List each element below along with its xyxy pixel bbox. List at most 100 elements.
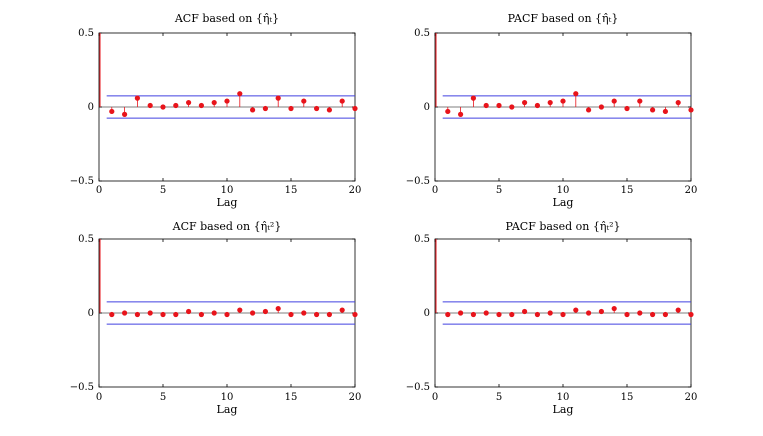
stem-point — [314, 311, 320, 318]
y-tick-label: 0.5 — [414, 234, 430, 245]
stem-point — [173, 102, 179, 109]
x-tick-label: 10 — [221, 185, 234, 196]
stem-point — [198, 102, 204, 109]
stem-point — [352, 105, 358, 112]
y-tick-label: −0.5 — [70, 176, 94, 187]
y-tick-label: 0.5 — [78, 28, 94, 39]
x-tick-label: 10 — [557, 392, 570, 403]
stem-point — [314, 105, 320, 112]
stem-marks — [98, 238, 358, 388]
x-tick-label: 15 — [621, 185, 634, 196]
x-tick-label: 5 — [160, 185, 166, 196]
stem-point — [675, 307, 681, 313]
stem-point — [611, 305, 617, 312]
stem-point — [237, 307, 243, 313]
stem-point — [547, 310, 553, 316]
stem-point — [262, 308, 268, 315]
stem-point — [339, 307, 345, 313]
x-tick-label: 15 — [285, 185, 298, 196]
stem-point — [250, 310, 256, 316]
stem-point — [250, 107, 256, 113]
stem-point — [109, 108, 115, 115]
stem-point — [483, 310, 489, 316]
stem-point — [662, 108, 669, 115]
chart-title: PACF based on {η̂ₜ} — [508, 12, 619, 25]
stem-point — [109, 311, 115, 318]
stem-point — [275, 95, 281, 101]
x-tick-label: 5 — [160, 392, 166, 403]
stem-point — [483, 102, 489, 109]
stem-point — [445, 108, 451, 115]
x-axis-label: Lag — [553, 403, 574, 416]
stem-point — [134, 311, 140, 318]
stem-point — [509, 311, 515, 318]
y-tick-label: 0 — [424, 308, 430, 319]
x-tick-label: 10 — [221, 392, 234, 403]
stem-point — [160, 311, 166, 318]
x-tick-label: 10 — [557, 185, 570, 196]
stem-point — [186, 99, 192, 106]
stem-point — [624, 105, 630, 112]
y-tick-label: 0 — [88, 102, 94, 113]
y-tick-label: 0 — [88, 308, 94, 319]
stem-marks — [434, 32, 694, 182]
stem-point — [301, 98, 307, 104]
x-tick-label: 0 — [96, 185, 102, 196]
stem-point — [288, 311, 294, 318]
stem-point — [598, 104, 605, 110]
stem-point — [496, 102, 502, 109]
y-tick-label: 0.5 — [414, 28, 430, 39]
stem-point — [211, 310, 217, 316]
x-tick-label: 0 — [96, 392, 102, 403]
stem-point — [598, 308, 605, 315]
stem-point — [560, 98, 566, 104]
x-tick-label: 20 — [349, 185, 362, 196]
x-tick-label: 15 — [285, 392, 298, 403]
x-axis-label: Lag — [217, 403, 238, 416]
stem-point — [675, 99, 681, 106]
stem-point — [173, 311, 179, 318]
stem-point — [650, 311, 656, 318]
stem-point — [470, 311, 476, 318]
x-tick-label: 0 — [432, 185, 438, 196]
chart-title: ACF based on {η̂ₜ²} — [172, 220, 282, 233]
stem-point — [611, 98, 617, 104]
stem-point — [186, 308, 192, 315]
panel-pacf-eta-squared: PACF based on {η̂ₜ²} 0.5 0 −0.5 0 5 10 1… — [406, 220, 698, 416]
chart-title: ACF based on {η̂ₜ} — [174, 12, 279, 25]
stem-point — [326, 107, 332, 113]
stem-point — [522, 99, 528, 106]
x-axis-label: Lag — [553, 196, 574, 209]
stem-point — [147, 310, 153, 316]
panel-acf-eta-squared: ACF based on {η̂ₜ²} 0.5 0 −0.5 0 5 10 15… — [70, 220, 362, 416]
stem-point — [301, 310, 307, 316]
stem-point — [637, 310, 643, 316]
stem-point — [326, 311, 332, 318]
y-tick-label: −0.5 — [70, 382, 94, 393]
stem-point — [458, 111, 464, 117]
x-tick-label: 5 — [496, 392, 502, 403]
stem-point — [688, 311, 694, 318]
stem-point — [573, 307, 579, 313]
x-tick-label: 20 — [349, 392, 362, 403]
stem-point — [237, 91, 243, 97]
stem-point — [211, 99, 217, 106]
panel-pacf-eta: PACF based on {η̂ₜ} 0.5 0 −0.5 0 5 10 15… — [406, 12, 698, 209]
stem-point — [160, 104, 166, 110]
stem-point — [262, 105, 268, 112]
stem-point — [637, 98, 643, 104]
stem-point — [122, 310, 128, 316]
panel-acf-eta: ACF based on {η̂ₜ} 0.5 0 −0.5 0 5 10 15 … — [70, 12, 362, 209]
stem-point — [224, 98, 230, 104]
y-tick-label: −0.5 — [406, 382, 430, 393]
x-tick-label: 20 — [685, 185, 698, 196]
stem-point — [339, 98, 345, 104]
stem-point — [470, 95, 476, 101]
stem-point — [573, 91, 579, 97]
stem-point — [288, 105, 294, 112]
y-tick-label: −0.5 — [406, 176, 430, 187]
x-tick-label: 15 — [621, 392, 634, 403]
stem-point — [586, 107, 592, 113]
stem-point — [534, 311, 541, 318]
